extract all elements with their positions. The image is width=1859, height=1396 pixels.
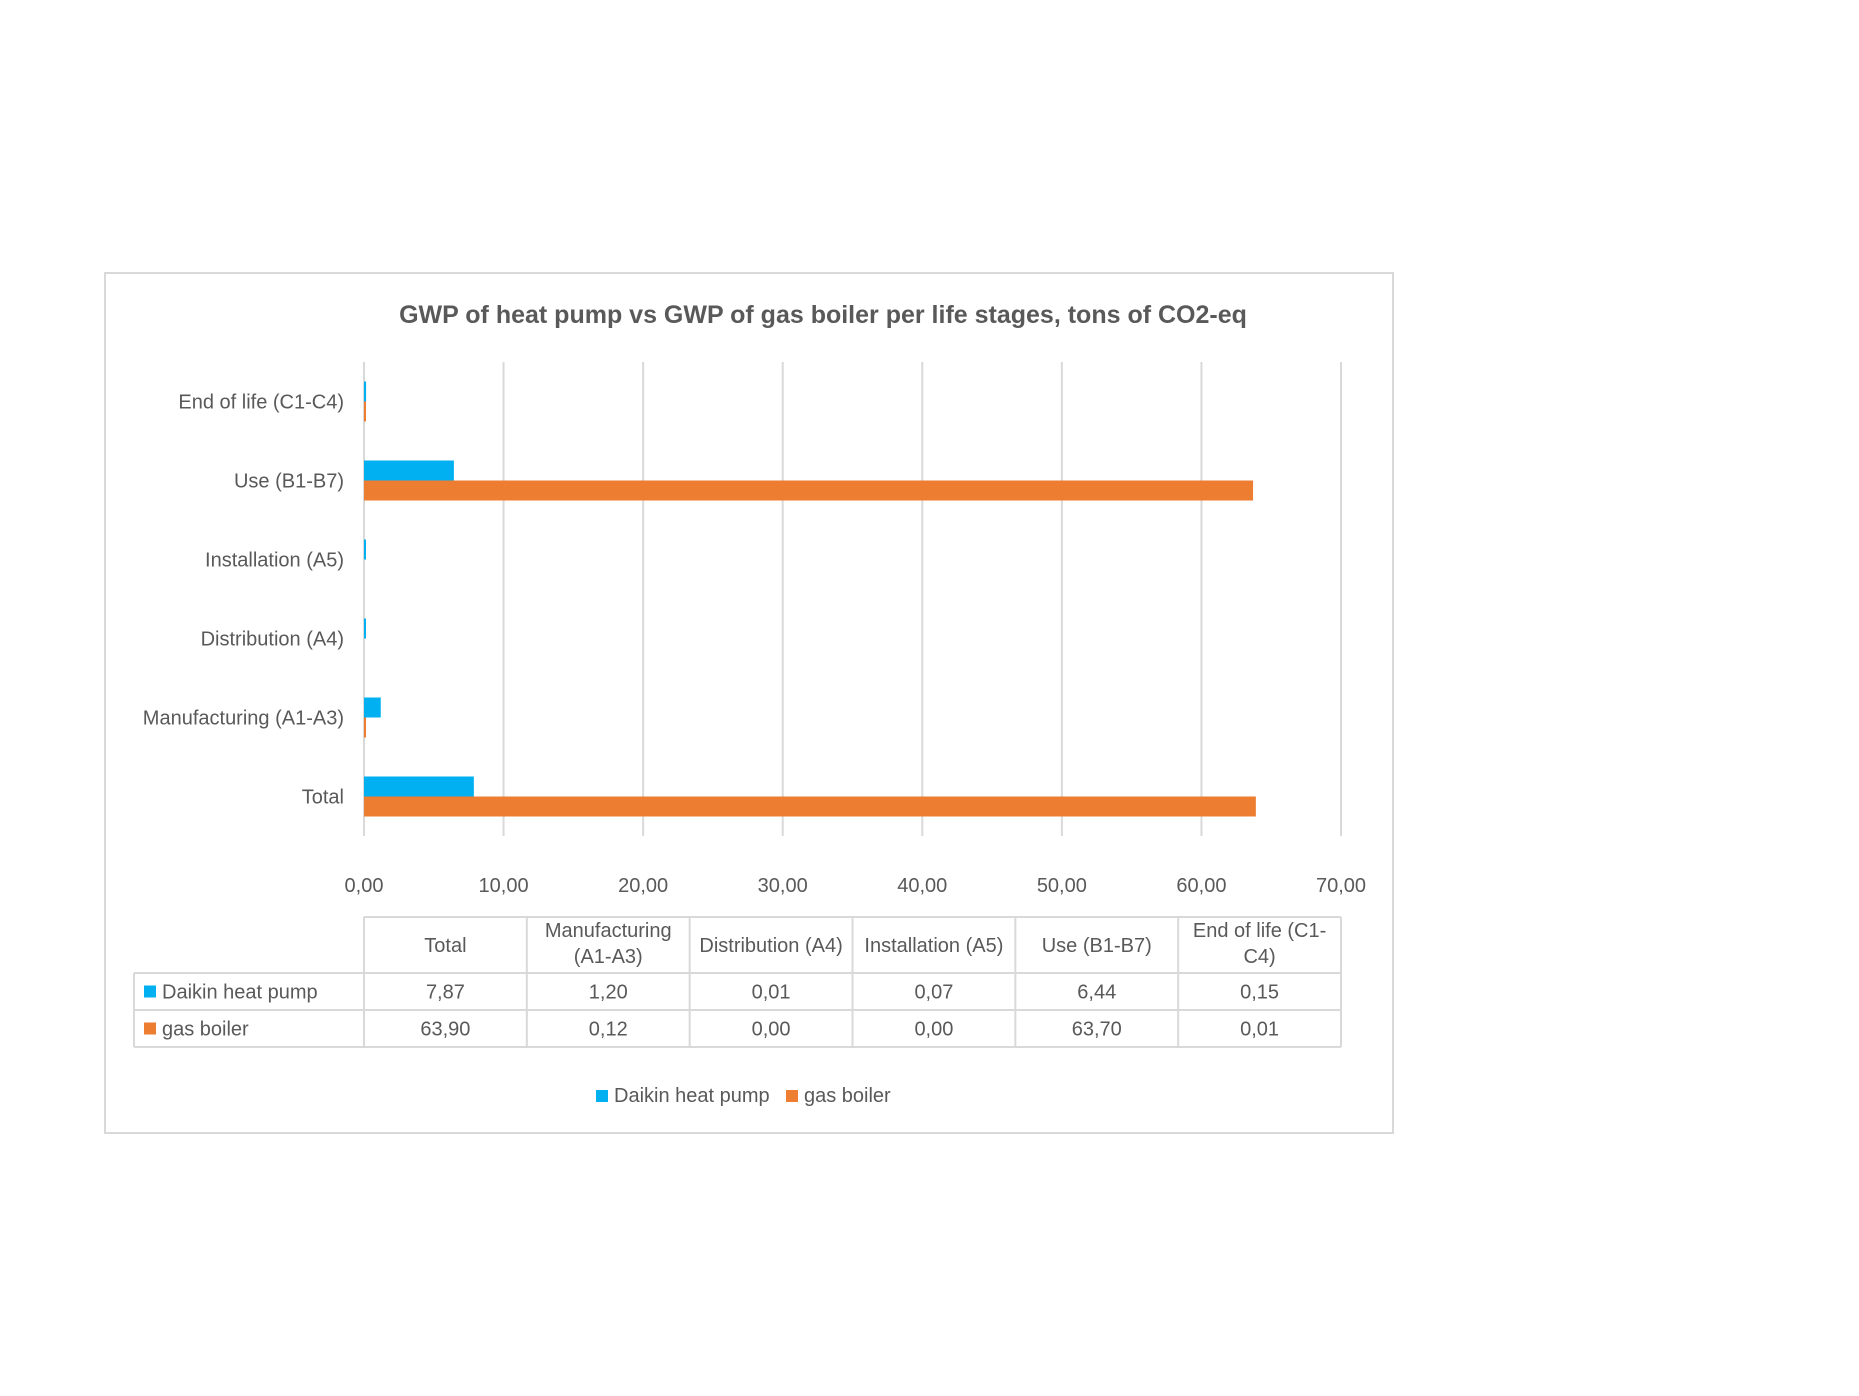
bars xyxy=(364,381,1256,817)
table-series-label: gas boiler xyxy=(162,1019,249,1041)
category-label: Total xyxy=(302,787,344,809)
heat-pump-bar xyxy=(364,539,366,560)
heat-pump-legend-swatch xyxy=(596,1090,608,1102)
x-tick-label: 20,00 xyxy=(618,875,668,897)
category-label: End of life (C1-C4) xyxy=(178,392,344,414)
table-cell: 63,90 xyxy=(420,1019,470,1041)
category-label: Use (B1-B7) xyxy=(234,471,344,493)
gas-boiler-legend-swatch xyxy=(786,1090,798,1102)
chart-frame: GWP of heat pump vs GWP of gas boiler pe… xyxy=(104,272,1394,1134)
table-cell: 63,70 xyxy=(1072,1019,1122,1041)
table-series-label: Daikin heat pump xyxy=(162,982,318,1004)
table-cell: 0,01 xyxy=(752,982,791,1004)
table-cell: 0,07 xyxy=(914,982,953,1004)
category-label: Distribution (A4) xyxy=(201,629,344,651)
legend: Daikin heat pump gas boiler xyxy=(596,1085,891,1107)
table-header-cell: Installation (A5) xyxy=(864,935,1003,957)
table-cell: 0,00 xyxy=(752,1019,791,1041)
heat-pump-bar xyxy=(364,618,366,639)
x-tick-label: 70,00 xyxy=(1316,875,1366,897)
x-tick-labels: 0,00 10,00 20,00 30,00 40,00 50,00 60,00 70,00 xyxy=(345,875,1367,897)
category-label: Manufacturing (A1-A3) xyxy=(143,708,344,730)
gridlines xyxy=(363,362,1342,836)
gas-boiler-bar xyxy=(364,796,1256,817)
legend-label: Daikin heat pump xyxy=(614,1085,770,1107)
heat-pump-bar xyxy=(364,460,454,481)
heat-pump-legend-key xyxy=(144,985,156,998)
category-label: Installation (A5) xyxy=(205,550,344,572)
gas-boiler-bar xyxy=(364,480,1254,501)
chart-title: GWP of heat pump vs GWP of gas boiler pe… xyxy=(399,301,1247,329)
heat-pump-bar xyxy=(364,697,381,718)
gas-boiler-bar xyxy=(364,717,366,738)
table-header-cell: Total xyxy=(424,935,466,957)
table-header-cell: Manufacturing xyxy=(545,920,672,942)
x-tick-label: 50,00 xyxy=(1037,875,1087,897)
table-header-cell: End of life (C1- xyxy=(1193,920,1326,942)
x-tick-label: 40,00 xyxy=(897,875,947,897)
legend-label: gas boiler xyxy=(804,1085,891,1107)
x-tick-label: 60,00 xyxy=(1176,875,1226,897)
table-header-cell: (A1-A3) xyxy=(574,946,643,968)
x-tick-label: 0,00 xyxy=(345,875,384,897)
heat-pump-bar xyxy=(364,776,474,797)
table-cell: 6,44 xyxy=(1077,982,1116,1004)
table-cell: 0,01 xyxy=(1240,1019,1279,1041)
table-header-cell: Distribution (A4) xyxy=(699,935,842,957)
table-cell: 0,12 xyxy=(589,1019,628,1041)
x-tick-label: 10,00 xyxy=(479,875,529,897)
gas-boiler-legend-key xyxy=(144,1022,156,1035)
heat-pump-bar xyxy=(364,381,367,402)
data-table: Total Manufacturing (A1-A3) Distribution (A… xyxy=(133,916,1342,1048)
category-labels: Total Manufacturing (A1-A3) Distribution (… xyxy=(143,392,344,809)
table-cell: 1,20 xyxy=(589,982,628,1004)
gas-boiler-bar xyxy=(364,401,366,422)
x-tick-label: 30,00 xyxy=(758,875,808,897)
table-header-cell: C4) xyxy=(1243,946,1275,968)
table-header-cell: Use (B1-B7) xyxy=(1042,935,1152,957)
chart-svg: GWP of heat pump vs GWP of gas boiler pe… xyxy=(133,301,1367,1107)
table-cell: 0,15 xyxy=(1240,982,1279,1004)
table-cell: 7,87 xyxy=(426,982,465,1004)
table-cell: 0,00 xyxy=(914,1019,953,1041)
